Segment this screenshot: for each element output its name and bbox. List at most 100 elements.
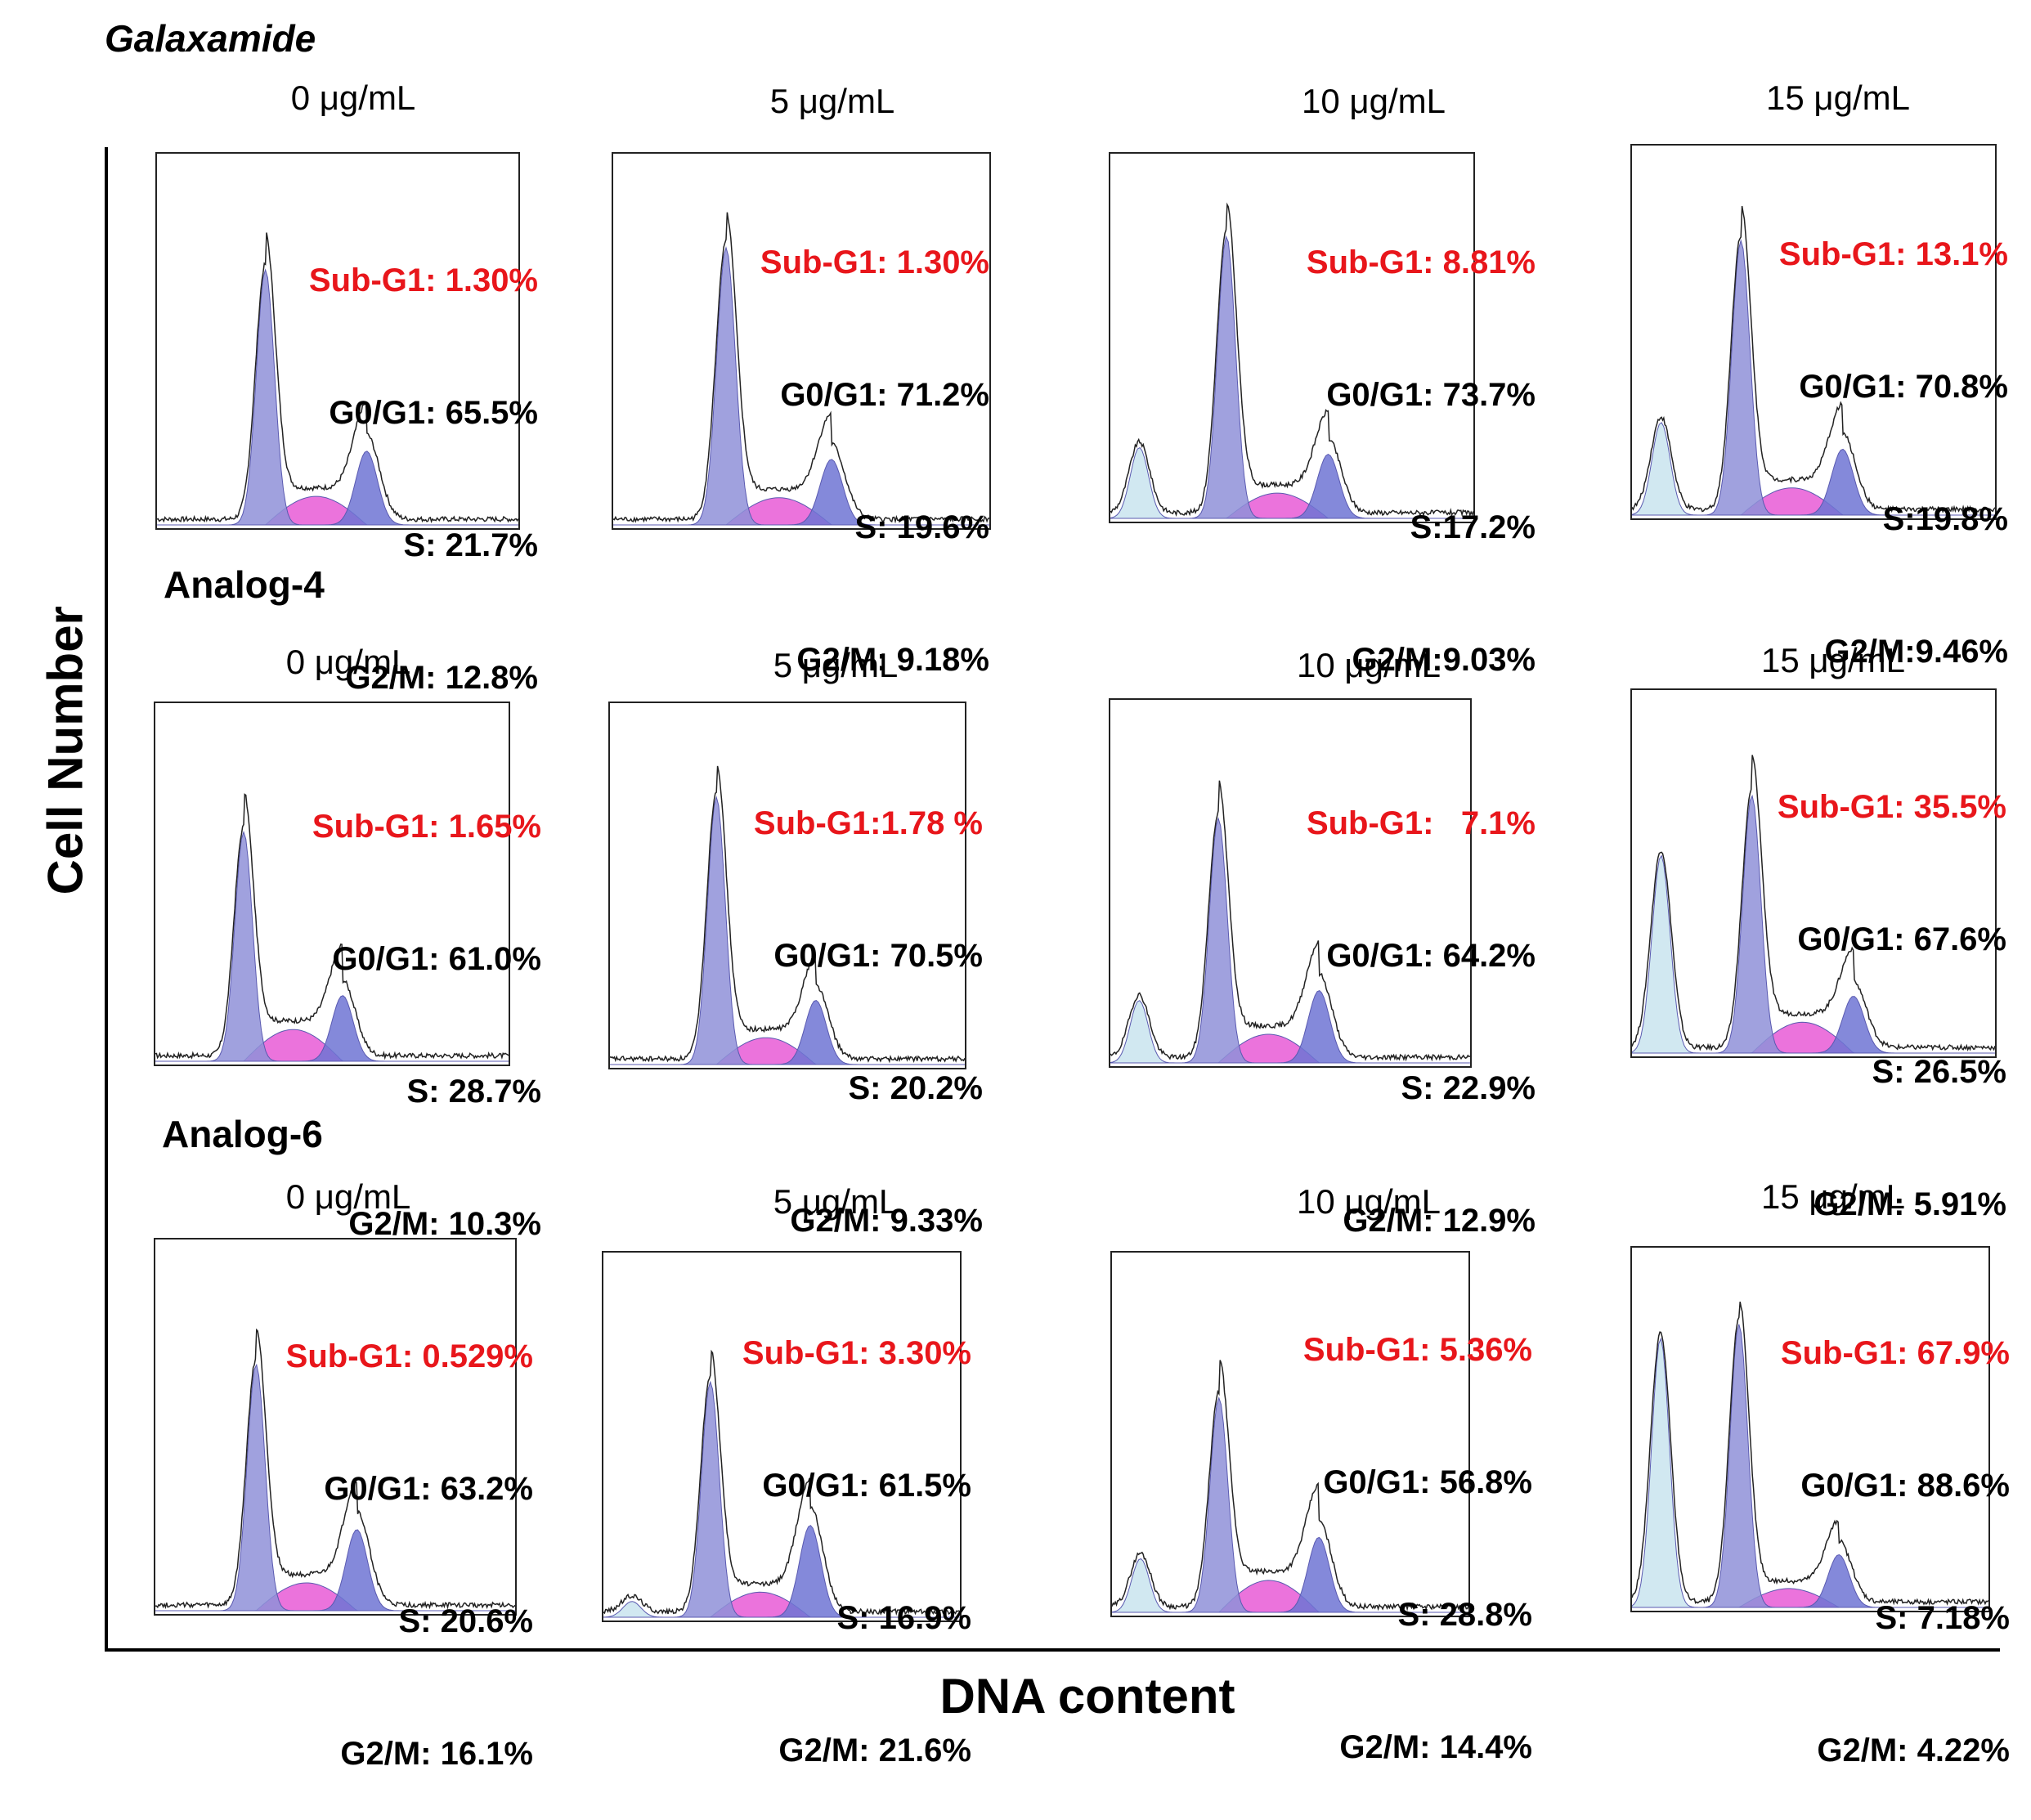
sub-g1-value: Sub-G1:1.78 % <box>753 805 983 841</box>
phase-stats: Sub-G1: 67.9% G0/G1: 88.6% S: 7.18% G2/M… <box>1781 1243 2010 1817</box>
g0-g1-area <box>155 1363 515 1612</box>
g0-g1-value: G0/G1: 63.2% <box>324 1471 533 1507</box>
phase-stats: Sub-G1: 0.529% G0/G1: 63.2% S: 20.6% G2/… <box>286 1246 533 1820</box>
g0-g1-value: G0/G1: 65.5% <box>329 395 538 431</box>
conc-label: 15 μg/mL <box>1761 1177 1905 1216</box>
histogram-panel <box>608 702 966 1069</box>
conc-label: 10 μg/mL <box>1302 82 1446 120</box>
histogram-trace <box>1632 1301 1988 1607</box>
g0-g1-value: G0/G1: 73.7% <box>1326 377 1536 413</box>
phase-stats: Sub-G1: 13.1% G0/G1: 70.8% S:19.8% G2/M:… <box>1779 144 2008 718</box>
histogram-svg <box>1632 755 1995 1054</box>
histogram-panel <box>1630 688 1997 1058</box>
conc-label: 0 μg/mL <box>285 643 411 681</box>
conc-label: 0 μg/mL <box>285 1177 411 1216</box>
histogram-panel <box>1109 152 1475 523</box>
g0-g1-area <box>613 246 989 526</box>
row-title-analog-6: Analog-6 <box>162 1113 323 1155</box>
g2-m-value: G2/M: 9.33% <box>790 1203 983 1239</box>
g0-g1-area <box>157 268 518 526</box>
phase-stats: Sub-G1: 5.36% G0/G1: 56.8% S: 28.8% G2/M… <box>1303 1239 1532 1813</box>
histogram-trace <box>603 1349 960 1616</box>
sub-g1-value: Sub-G1: 1.65% <box>312 809 541 845</box>
g0-g1-value: G0/G1: 71.2% <box>780 377 989 413</box>
phase-stats: Sub-G1: 1.30% G0/G1: 65.5% S: 21.7% G2/M… <box>309 170 538 744</box>
s-phase-value: S: 20.6% <box>398 1603 533 1639</box>
sub-g1-value: Sub-G1: 5.36% <box>1302 1332 1532 1368</box>
s-phase-value: S: 7.18% <box>1875 1600 2010 1636</box>
g2-m-value: G2/M: 4.22% <box>1817 1733 2010 1768</box>
histogram-panel <box>1110 1251 1470 1617</box>
histogram-trace <box>1632 755 1995 1051</box>
g0-g1-value: G0/G1: 56.8% <box>1323 1464 1532 1500</box>
phase-stats: Sub-G1: 7.1% G0/G1: 64.2% S: 22.9% G2/M:… <box>1307 713 1536 1287</box>
sub-g1-value: Sub-G1: 1.30% <box>760 244 989 280</box>
histogram-panel <box>154 1238 517 1616</box>
histogram-svg <box>613 212 989 526</box>
histogram-trace <box>1110 202 1473 518</box>
histogram-trace <box>1110 780 1470 1062</box>
s-phase-value: S:17.2% <box>1410 509 1536 545</box>
phase-stats: Sub-G1: 1.30% G0/G1: 71.2% S: 19.6% G2/M… <box>760 152 989 726</box>
conc-label: 10 μg/mL <box>1297 646 1441 684</box>
row-title-galaxamide: Galaxamide <box>105 17 316 60</box>
sub-g1-value: Sub-G1: 13.1% <box>1778 236 2008 272</box>
histogram-svg <box>1112 1360 1468 1613</box>
histogram-svg <box>155 793 509 1062</box>
histogram-trace <box>155 793 509 1060</box>
s-phase-value: S: 20.2% <box>848 1070 983 1106</box>
histogram-svg <box>1110 780 1470 1064</box>
histogram-svg <box>1632 205 1995 516</box>
s-phase-value: S: 26.5% <box>1872 1054 2006 1090</box>
sub-g1-value: Sub-G1: 0.529% <box>285 1338 533 1374</box>
g2-m-value: G2/M: 10.3% <box>348 1206 541 1242</box>
histogram-svg <box>1110 202 1473 519</box>
g2-m-value: G2/M: 12.9% <box>1343 1203 1536 1239</box>
g2-m-value: G2/M:9.03% <box>1352 642 1536 678</box>
s-phase-value: S:19.8% <box>1882 501 2008 537</box>
g2-m-value: G2/M: 5.91% <box>1814 1186 2006 1222</box>
histogram-svg <box>610 765 965 1065</box>
s-phase-value: S: 19.6% <box>854 509 989 545</box>
g0-g1-value: G0/G1: 64.2% <box>1326 938 1536 974</box>
histogram-svg <box>603 1349 960 1618</box>
conc-label: 15 μg/mL <box>1761 641 1905 679</box>
histogram-svg <box>155 1328 515 1612</box>
conc-label: 5 μg/mL <box>773 1182 899 1221</box>
histogram-trace <box>155 1328 515 1610</box>
g0-g1-area <box>1632 239 1995 516</box>
s-phase-value: S: 28.7% <box>406 1074 541 1109</box>
histogram-panel <box>612 152 991 530</box>
histogram-trace <box>610 765 965 1064</box>
g0-g1-value: G0/G1: 61.0% <box>332 941 541 977</box>
g0-g1-area <box>1110 235 1473 519</box>
g0-g1-area <box>1112 1396 1468 1613</box>
g0-g1-area <box>1632 1324 1988 1608</box>
conc-label: 0 μg/mL <box>290 78 416 117</box>
conc-label: 15 μg/mL <box>1766 78 1910 117</box>
histogram-trace <box>157 232 518 523</box>
sub-g1-value: Sub-G1: 1.30% <box>308 262 538 298</box>
g2-m-value: G2/M: 9.18% <box>796 642 989 678</box>
phase-stats: Sub-G1: 3.30% G0/G1: 61.5% S: 16.9% G2/M… <box>742 1243 971 1817</box>
g0-g1-value: G0/G1: 67.6% <box>1797 921 2006 957</box>
histogram-panel <box>1630 1246 1990 1612</box>
histogram-panel <box>1109 698 1472 1068</box>
x-axis-line <box>105 1648 2000 1652</box>
g2-m-value: G2/M: 12.8% <box>345 660 538 696</box>
histogram-panel <box>1630 144 1997 520</box>
histogram-svg <box>1632 1301 1988 1608</box>
g0-g1-area <box>1110 817 1470 1064</box>
g2-m-value: G2/M: 16.1% <box>340 1736 533 1772</box>
row-title-analog-4: Analog-4 <box>164 563 325 606</box>
histogram-panel <box>155 152 520 530</box>
conc-label: 5 μg/mL <box>773 646 899 684</box>
g0-g1-value: G0/G1: 88.6% <box>1800 1468 2010 1504</box>
histogram-panel <box>154 702 510 1066</box>
y-axis-title: Cell Number <box>38 606 93 895</box>
sub-g1-value: Sub-G1: 67.9% <box>1780 1335 2010 1371</box>
g0-g1-area <box>1632 794 1995 1054</box>
histogram-trace <box>1632 205 1995 514</box>
histogram-trace <box>613 212 989 524</box>
histogram-trace <box>1112 1360 1468 1612</box>
